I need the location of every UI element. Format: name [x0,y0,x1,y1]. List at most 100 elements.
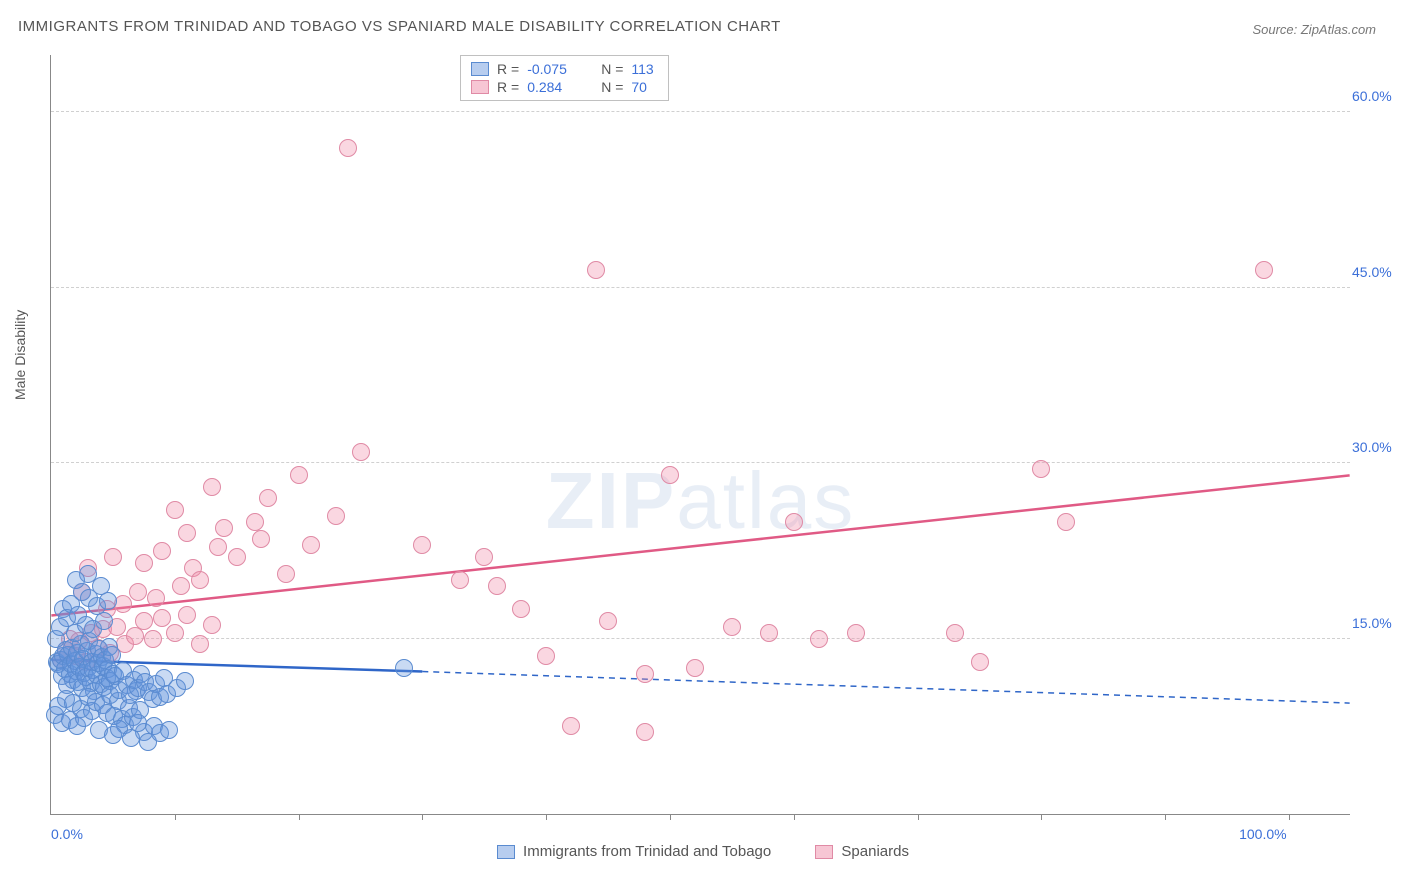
data-point [587,261,605,279]
legend-correlation: R = -0.075 N = 113 R = 0.284 N = 70 [460,55,669,101]
data-point [562,717,580,735]
data-point [475,548,493,566]
data-point [537,647,555,665]
x-tick [1289,814,1290,820]
data-point [99,592,117,610]
data-point [252,530,270,548]
data-point [785,513,803,531]
data-point [215,519,233,537]
data-point [661,466,679,484]
r-value-trinidad: -0.075 [527,61,587,77]
data-point [599,612,617,630]
data-point [203,616,221,634]
data-point [191,635,209,653]
data-point [259,489,277,507]
data-point [451,571,469,589]
data-point [1032,460,1050,478]
n-label: N = [601,61,623,77]
data-point [178,524,196,542]
x-tick [670,814,671,820]
series-label-trinidad: Immigrants from Trinidad and Tobago [523,843,771,860]
data-point [67,571,85,589]
x-tick-label: 0.0% [51,826,83,842]
swatch-trinidad [471,62,489,76]
data-point [153,609,171,627]
chart-title: IMMIGRANTS FROM TRINIDAD AND TOBAGO VS S… [18,18,781,35]
source-label: Source: ZipAtlas.com [1252,22,1376,37]
data-point [723,618,741,636]
x-tick [299,814,300,820]
data-point [104,548,122,566]
y-tick-label: 60.0% [1352,88,1400,104]
data-point [153,542,171,560]
x-tick [918,814,919,820]
data-point [160,721,178,739]
swatch-trinidad [497,845,515,859]
data-point [172,577,190,595]
data-point [339,139,357,157]
gridline [51,287,1350,288]
gridline [51,462,1350,463]
data-point [176,672,194,690]
watermark: ZIPatlas [51,455,1350,547]
swatch-spaniards [815,845,833,859]
x-tick [1041,814,1042,820]
data-point [166,501,184,519]
data-point [246,513,264,531]
n-value-spaniards: 70 [631,79,647,95]
data-point [135,612,153,630]
data-point [971,653,989,671]
data-point [166,624,184,642]
data-point [147,589,165,607]
x-tick [546,814,547,820]
data-point [103,646,121,664]
data-point [636,665,654,683]
data-point [290,466,308,484]
x-tick [175,814,176,820]
gridline [51,638,1350,639]
data-point [191,571,209,589]
data-point [203,478,221,496]
data-point [135,554,153,572]
r-value-spaniards: 0.284 [527,79,587,95]
gridline [51,111,1350,112]
data-point [1255,261,1273,279]
data-point [1057,513,1075,531]
data-point [946,624,964,642]
legend-row-spaniards: R = 0.284 N = 70 [471,78,654,96]
legend-item-spaniards: Spaniards [815,843,909,860]
data-point [129,583,147,601]
data-point [302,536,320,554]
y-tick-label: 30.0% [1352,439,1400,455]
x-tick [794,814,795,820]
series-label-spaniards: Spaniards [841,843,909,860]
legend-series: Immigrants from Trinidad and Tobago Span… [0,843,1406,863]
data-point [352,443,370,461]
x-tick [422,814,423,820]
legend-item-trinidad: Immigrants from Trinidad and Tobago [497,843,771,860]
data-point [512,600,530,618]
r-label: R = [497,79,519,95]
data-point [413,536,431,554]
trendlines-svg [51,55,1350,814]
legend-row-trinidad: R = -0.075 N = 113 [471,60,654,78]
plot-area: ZIPatlas 15.0%30.0%45.0%60.0%0.0%100.0% [50,55,1350,815]
x-tick [1165,814,1166,820]
x-tick-label: 100.0% [1239,826,1286,842]
data-point [144,630,162,648]
data-point [178,606,196,624]
n-value-trinidad: 113 [631,61,653,77]
data-point [847,624,865,642]
data-point [686,659,704,677]
data-point [95,612,113,630]
r-label: R = [497,61,519,77]
n-label: N = [601,79,623,95]
y-tick-label: 45.0% [1352,264,1400,280]
data-point [129,714,147,732]
y-tick-label: 15.0% [1352,615,1400,631]
y-axis-label: Male Disability [12,310,28,400]
data-point [395,659,413,677]
data-point [636,723,654,741]
data-point [810,630,828,648]
data-point [277,565,295,583]
